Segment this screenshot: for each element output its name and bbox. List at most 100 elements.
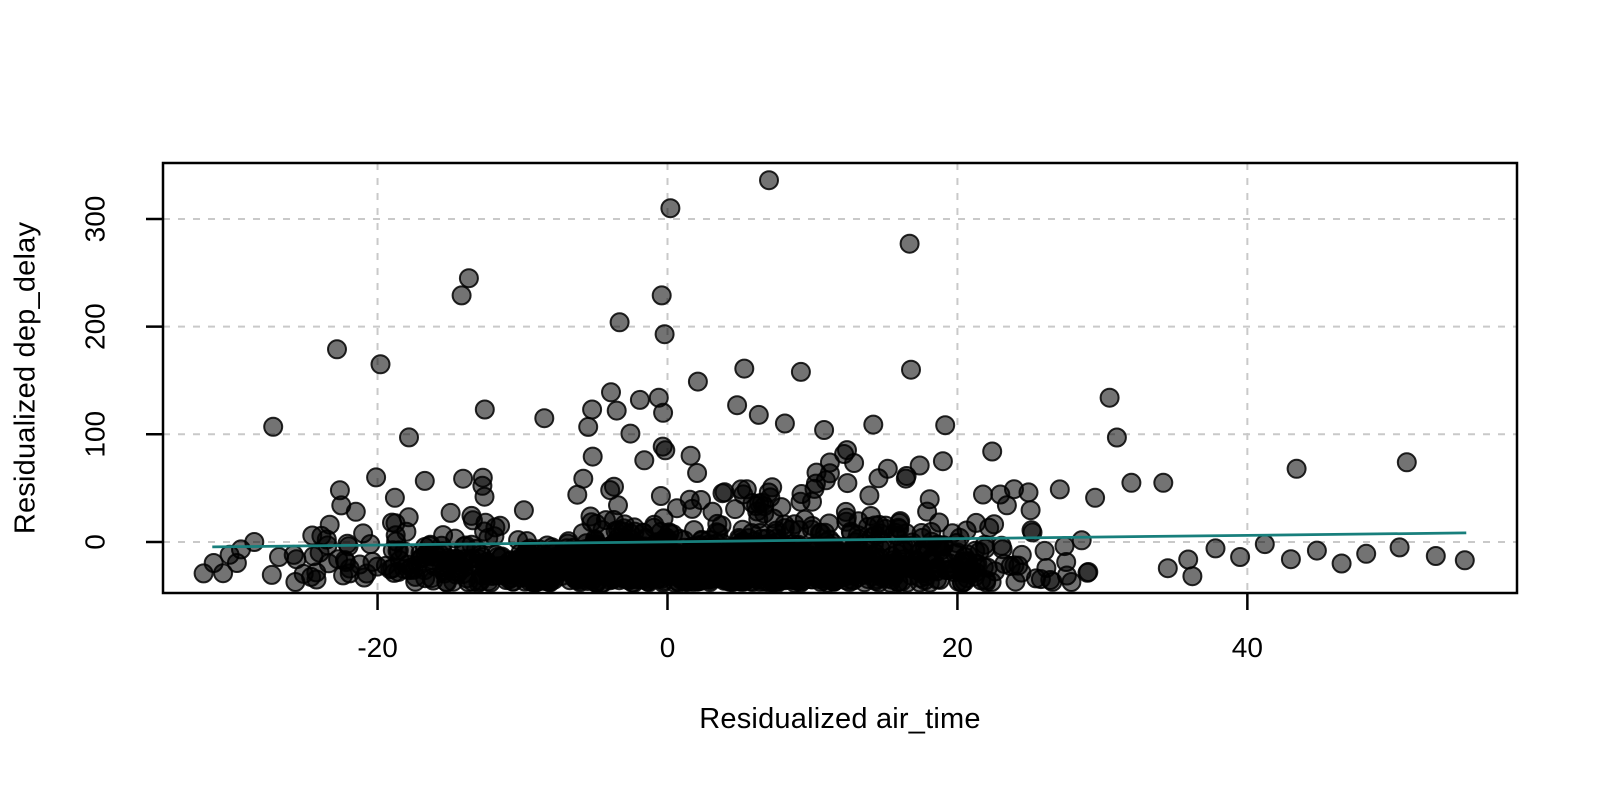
data-point (510, 543, 531, 564)
data-point (863, 414, 884, 435)
trend-line (212, 531, 1467, 549)
data-point (1306, 540, 1327, 561)
data-point (226, 553, 247, 573)
data-point (382, 512, 402, 533)
data-point (932, 451, 953, 472)
data-point (327, 339, 347, 360)
data-point (573, 468, 594, 489)
data-point (370, 354, 391, 375)
data-point (354, 567, 375, 588)
data-point (836, 511, 857, 532)
data-point (500, 564, 521, 585)
data-point (753, 541, 774, 562)
data-point (578, 416, 599, 437)
data-point (600, 480, 621, 501)
data-point (746, 496, 767, 516)
data-point (1034, 540, 1055, 561)
data-point (1049, 479, 1070, 500)
data-point (708, 523, 729, 544)
data-point (634, 450, 655, 471)
data-point (725, 499, 746, 520)
data-point (1040, 570, 1061, 590)
data-point (859, 485, 880, 506)
x-tick-label: 40 (1232, 632, 1263, 663)
plot-border (161, 161, 1519, 595)
data-point (798, 539, 819, 560)
data-point (815, 522, 835, 543)
data-point (834, 557, 855, 578)
data-point (748, 404, 769, 425)
data-point (979, 517, 1000, 538)
data-point (397, 554, 418, 575)
data-point (1085, 487, 1106, 508)
data-point (643, 549, 664, 570)
data-point (942, 559, 963, 580)
y-tick-label: 100 (79, 411, 110, 458)
data-point (203, 553, 224, 573)
data-point (603, 569, 624, 590)
data-point (816, 545, 837, 566)
data-point (924, 559, 945, 580)
data-point (1205, 538, 1226, 559)
y-tick-label: 300 (79, 196, 110, 243)
data-point (1020, 500, 1041, 521)
data-point (244, 532, 265, 552)
data-point (476, 551, 497, 572)
data-point (1077, 562, 1098, 583)
data-point (1331, 553, 1352, 574)
data-point (1230, 547, 1251, 567)
data-point (734, 358, 755, 379)
data-point (652, 436, 673, 457)
data-point (609, 312, 630, 333)
data-point (819, 568, 840, 588)
data-point (680, 445, 701, 466)
data-point (458, 268, 479, 289)
data-point (865, 571, 886, 591)
data-point (1054, 536, 1075, 557)
data-point (366, 467, 387, 488)
data-point (1356, 543, 1377, 564)
x-axis-title: Residualized air_time (699, 703, 981, 735)
x-tick-label: 20 (942, 632, 973, 663)
data-point (513, 500, 534, 521)
data-point (261, 564, 282, 585)
data-point (653, 402, 674, 423)
data-point (612, 521, 633, 542)
data-point (901, 557, 922, 578)
data-point (712, 483, 733, 504)
data-point (844, 453, 865, 473)
data-point (306, 569, 327, 590)
data-point (1106, 427, 1127, 448)
data-point (453, 468, 474, 489)
data-point (680, 558, 701, 579)
data-point (414, 470, 435, 491)
data-point (758, 482, 779, 503)
data-point (801, 569, 822, 590)
data-point (896, 466, 917, 486)
data-point (309, 542, 330, 563)
data-point (731, 479, 752, 500)
data-point (1425, 546, 1446, 566)
data-point (982, 441, 1003, 462)
data-point (534, 408, 555, 429)
data-point (684, 520, 704, 541)
data-point (606, 400, 627, 421)
data-point (755, 559, 776, 580)
data-point (582, 399, 603, 420)
data-point (462, 510, 483, 531)
data-point (774, 413, 795, 434)
data-point (472, 467, 493, 488)
data-point (660, 198, 681, 219)
data-point (1099, 387, 1120, 408)
data-point (643, 517, 664, 538)
data-point (727, 395, 748, 416)
data-point (474, 486, 495, 507)
data-point (789, 520, 810, 541)
y-axis-title: Residualized dep_delay (9, 221, 42, 535)
data-point (345, 501, 366, 522)
data-point (1153, 472, 1174, 493)
data-point (814, 420, 835, 440)
data-point (1061, 572, 1082, 592)
data-point (399, 427, 419, 448)
data-point (687, 463, 708, 483)
